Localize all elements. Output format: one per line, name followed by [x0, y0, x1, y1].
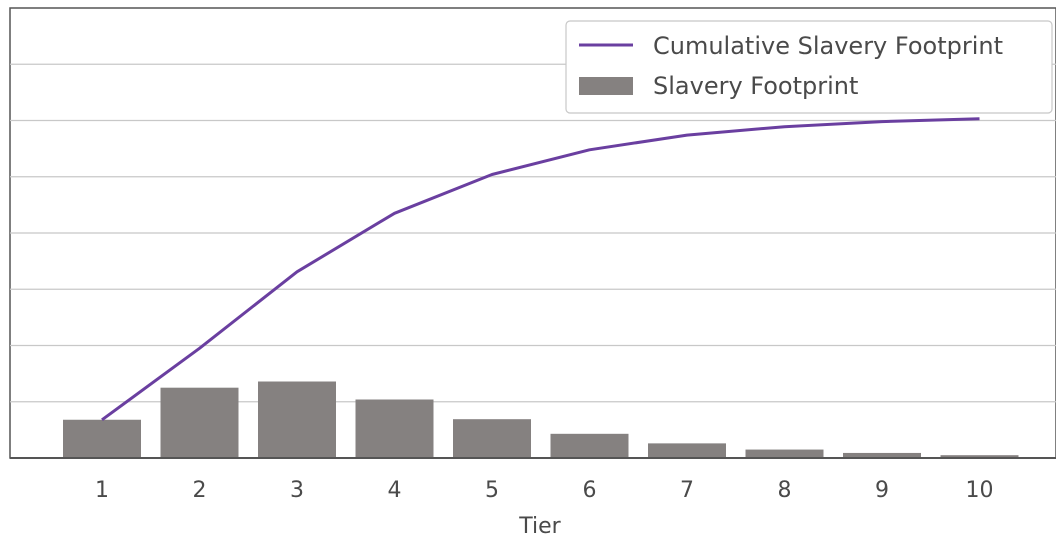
x-tick-label: 7	[680, 478, 694, 503]
x-tick-label: 9	[875, 478, 889, 503]
bar-tier-8	[745, 449, 824, 458]
bar-tier-9	[843, 452, 921, 458]
bar-tier-5	[453, 419, 531, 458]
bar-tier-1	[63, 419, 141, 458]
line-series	[101, 117, 980, 422]
x-axis-title: Tier	[518, 514, 561, 535]
bar-tier-7	[648, 443, 726, 458]
x-tick-label: 6	[583, 478, 597, 503]
x-tick-label: 3	[290, 478, 304, 503]
x-tick-label: 5	[485, 478, 499, 503]
x-tick-label: 2	[193, 478, 207, 503]
x-tick-label: 1	[95, 478, 109, 503]
legend-box	[565, 20, 1053, 114]
legend-footprint-label: Slavery Footprint	[653, 72, 858, 100]
bar-tier-10	[940, 455, 1019, 458]
bar-tier-2	[160, 387, 239, 458]
legend-bar-swatch	[579, 77, 633, 95]
bar-tier-4	[355, 399, 434, 458]
bar-tier-6	[550, 433, 629, 458]
legend: Cumulative Slavery Footprint Slavery Foo…	[565, 20, 1053, 114]
x-tick-label: 4	[388, 478, 402, 503]
bar-tier-3	[258, 381, 336, 458]
cumulative-line	[101, 117, 980, 422]
x-tick-labels: 1 2 3 4 5 6 7 8 9 10	[95, 478, 994, 503]
legend-cumulative-label: Cumulative Slavery Footprint	[653, 32, 1003, 60]
bar-series	[63, 381, 1019, 458]
x-tick-label: 8	[778, 478, 792, 503]
x-tick-label: 10	[966, 478, 994, 503]
